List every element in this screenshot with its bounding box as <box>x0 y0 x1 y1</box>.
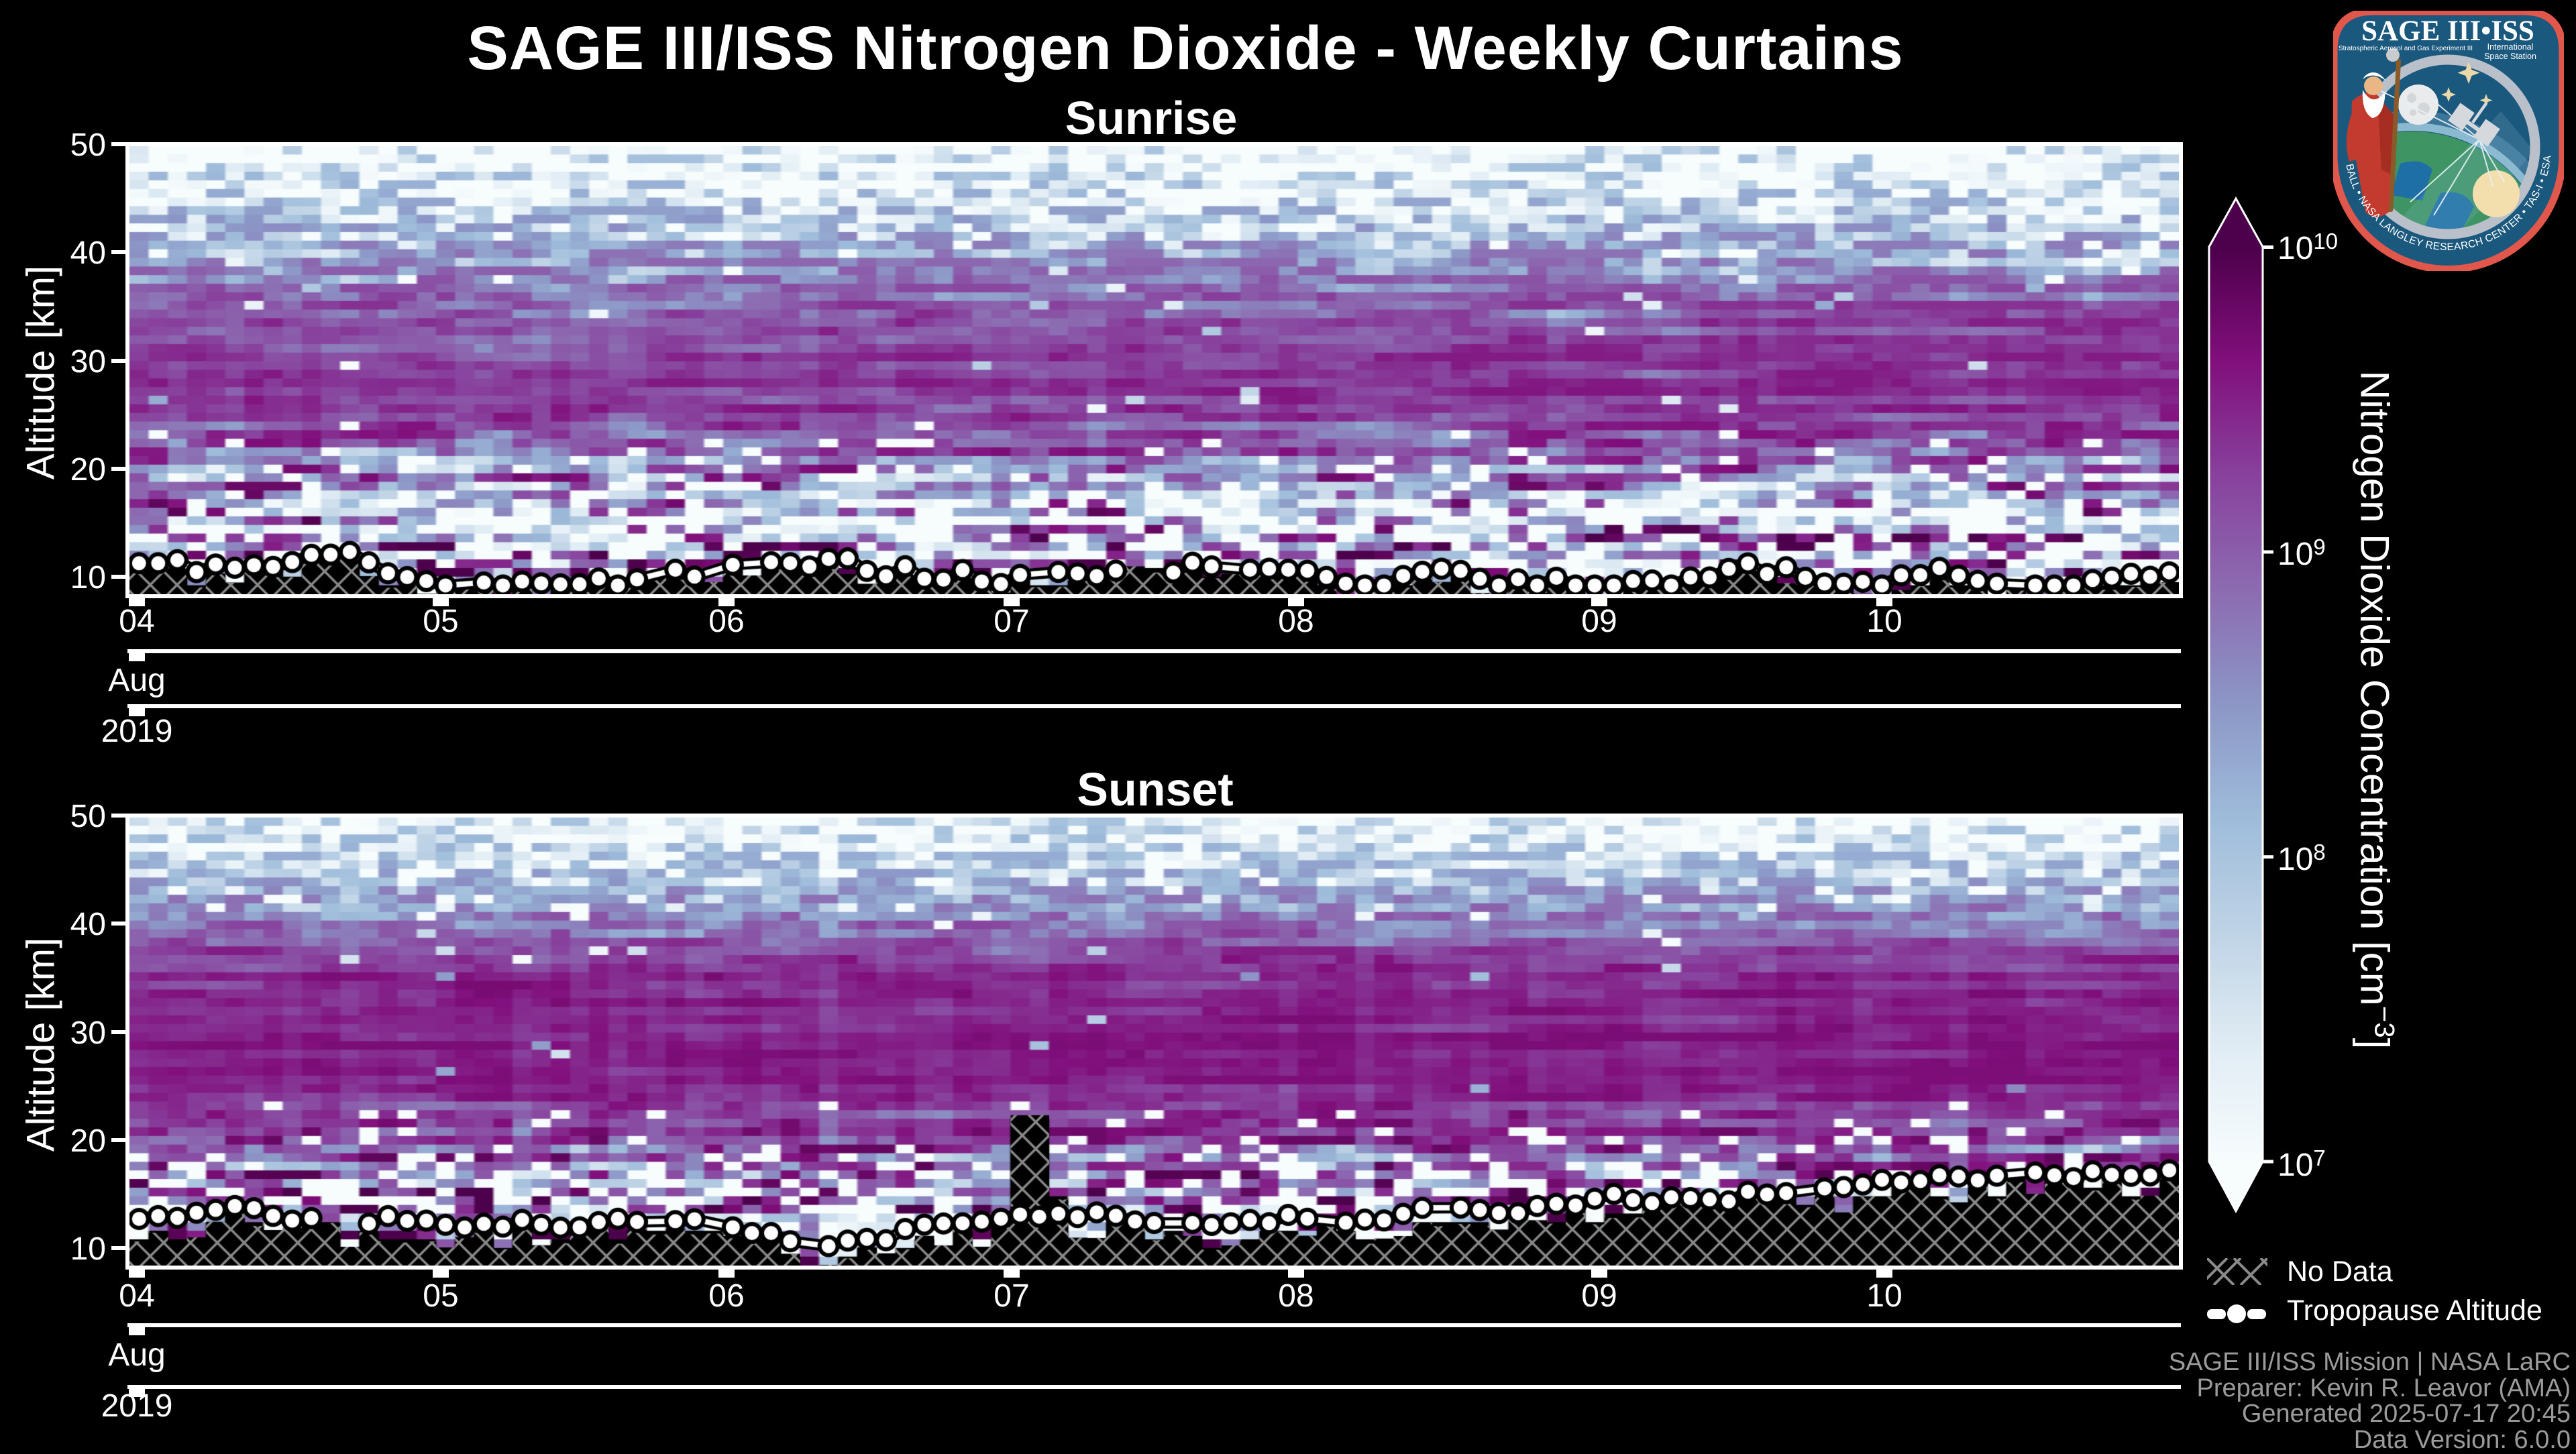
svg-text:International: International <box>2487 42 2534 52</box>
svg-text:Stratospheric Aerosol and Gas: Stratospheric Aerosol and Gas Experiment… <box>2339 45 2473 52</box>
svg-text:Space Station: Space Station <box>2484 52 2536 61</box>
svg-text:SAGE III•ISS: SAGE III•ISS <box>2361 15 2534 47</box>
